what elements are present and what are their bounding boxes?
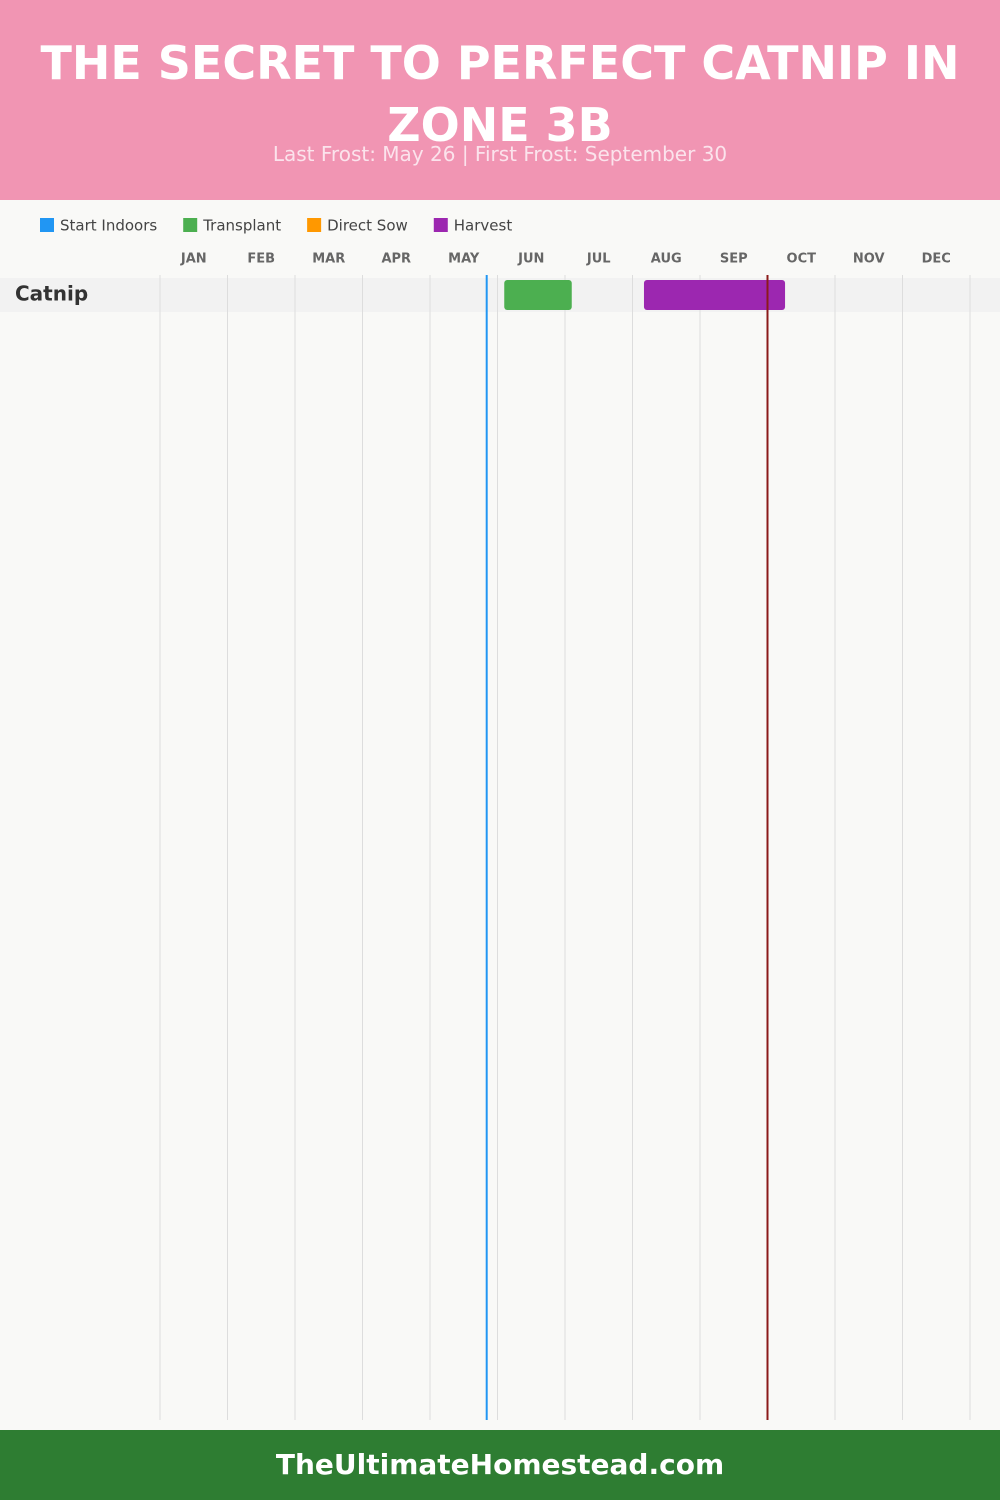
month-label: MAR xyxy=(312,252,345,267)
legend-label: Harvest xyxy=(454,217,513,235)
month-label: FEB xyxy=(247,252,275,267)
month-label: JAN xyxy=(180,252,207,267)
month-label: JUL xyxy=(586,252,611,267)
legend-label: Direct Sow xyxy=(327,217,408,235)
title: THE SECRET TO PERFECT CATNIP IN ZONE 3B xyxy=(40,36,960,152)
month-label: SEP xyxy=(720,252,748,267)
legend-swatch xyxy=(433,218,448,232)
legend-label: Start Indoors xyxy=(60,217,157,235)
legend-swatch xyxy=(40,218,54,232)
row-label: Catnip xyxy=(15,282,88,306)
month-label: OCT xyxy=(787,252,817,267)
month-label: AUG xyxy=(651,252,682,267)
legend-swatch xyxy=(183,218,198,232)
legend-swatch xyxy=(307,218,322,232)
month-label: DEC xyxy=(922,252,951,267)
subtitle: Last Frost: May 26 | First Frost: Septem… xyxy=(272,142,728,166)
row-background xyxy=(0,278,1000,312)
month-label: NOV xyxy=(853,252,885,267)
month-label: JUN xyxy=(517,252,544,267)
legend-label: Transplant xyxy=(202,217,281,235)
task-bar xyxy=(643,280,786,310)
footer: TheUltimateHomestead.com xyxy=(0,1430,1000,1500)
header: THE SECRET TO PERFECT CATNIP IN ZONE 3B … xyxy=(0,0,1000,200)
month-label: APR xyxy=(381,252,411,267)
month-label: MAY xyxy=(448,252,480,267)
chart: Start Indoors Transplant Direct Sow Harvest… xyxy=(0,217,1000,1420)
task-bar xyxy=(504,280,572,310)
